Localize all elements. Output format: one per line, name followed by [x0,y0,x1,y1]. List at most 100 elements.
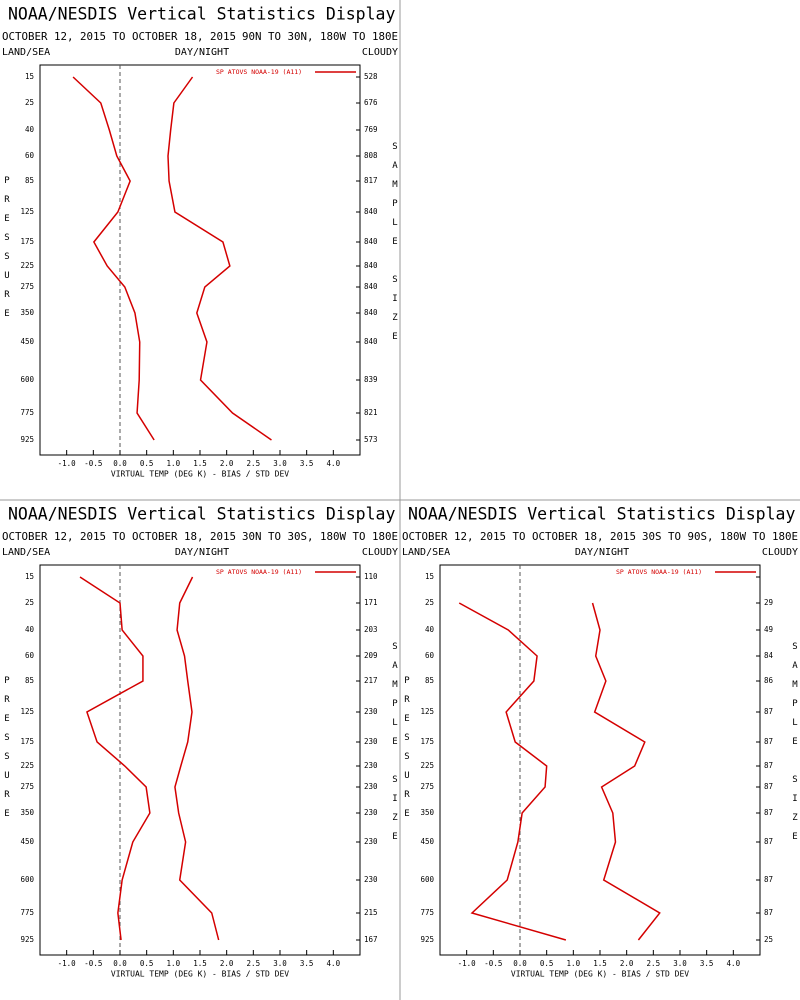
cloudy-label: CLOUDY [362,47,398,58]
x-axis-title: VIRTUAL TEMP (DEG K) - BIAS / STD DEV [111,970,289,979]
sample-size-label: 840 [364,308,378,317]
y-tick-label: 15 [25,72,34,81]
y-tick-label: 85 [25,676,34,685]
x-tick-label: 1.5 [193,459,207,468]
x-axis-title: VIRTUAL TEMP (DEG K) - BIAS / STD DEV [111,470,289,479]
panel: NOAA/NESDIS Vertical Statistics Display O… [2,505,398,979]
x-tick-label: 3.5 [300,959,314,968]
sample-size-label: 87 [764,908,773,917]
sample-size-label: 573 [364,435,378,444]
y-tick-label: 40 [425,625,435,634]
sample-size-label: 87 [764,837,773,846]
land-sea-label: LAND/SEA [2,47,50,58]
y-axis-title: PRESSURE [2,176,12,328]
y-tick-label: 275 [420,782,434,791]
y-tick-label: 60 [25,651,35,660]
y-tick-label: 450 [20,837,34,846]
y-tick-label: 60 [425,651,435,660]
std-dev-line [591,602,661,941]
y-tick-label: 85 [425,676,434,685]
land-sea-label: LAND/SEA [402,547,450,558]
y-axis-title: PRESSURE [402,676,412,828]
bias-line [72,76,155,441]
x-tick-label: 3.0 [273,959,287,968]
sample-size-label: 87 [764,761,773,770]
panel: NOAA/NESDIS Vertical Statistics Display O… [402,505,798,979]
sample-size-label: 29 [764,598,773,607]
x-tick-label: 0.0 [113,959,127,968]
x-tick-label: -0.5 [84,459,102,468]
y-tick-label: 60 [25,151,35,160]
sample-size-label: 839 [364,375,378,384]
y-tick-label: 15 [25,572,34,581]
sample-size-label: 171 [364,598,378,607]
y-tick-label: 40 [25,125,35,134]
legend-label: SP ATOVS NOAA-19 (A11) [616,568,702,576]
x-tick-label: -0.5 [84,959,102,968]
sample-size-label: 87 [764,737,773,746]
day-night-label: DAY/NIGHT [175,547,229,558]
sample-size-label: 230 [364,761,378,770]
y-tick-label: 775 [420,908,434,917]
chart-title: NOAA/NESDIS Vertical Statistics Display [8,5,395,24]
sample-size-label: 230 [364,808,378,817]
y2-axis-title: SAMPLE SIZE [390,142,400,351]
x-tick-label: 2.0 [220,459,234,468]
sample-size-label: 84 [764,651,774,660]
x-tick-label: -1.0 [58,959,77,968]
x-tick-label: -1.0 [458,959,477,968]
y-tick-label: 85 [25,176,34,185]
x-tick-label: 3.5 [300,459,314,468]
sample-size-label: 676 [364,98,378,107]
x-tick-label: 2.5 [647,959,661,968]
plot-frame [39,64,361,456]
day-night-label: DAY/NIGHT [175,47,229,58]
y-tick-label: 600 [420,875,434,884]
x-tick-label: 2.0 [220,959,234,968]
sample-size-label: 230 [364,875,378,884]
sample-size-label: 110 [364,572,378,581]
std-dev-line [167,76,272,441]
y2-axis-title: SAMPLE SIZE [390,642,400,851]
y-tick-label: 925 [420,935,434,944]
y-tick-label: 350 [420,808,434,817]
sample-size-label: 230 [364,707,378,716]
y-tick-label: 25 [25,598,34,607]
sample-size-label: 49 [764,625,773,634]
y-tick-label: 125 [420,707,434,716]
y-tick-label: 350 [20,808,34,817]
sample-size-label: 769 [364,125,378,134]
x-tick-label: 4.0 [327,959,341,968]
cloudy-label: CLOUDY [762,547,798,558]
sample-size-label: 167 [364,935,378,944]
subtitle: OCTOBER 12, 2015 TO OCTOBER 18, 2015 [2,530,236,543]
y-tick-label: 450 [20,337,34,346]
y-tick-label: 25 [425,598,434,607]
y-tick-label: 125 [20,707,34,716]
x-tick-label: 1.0 [167,959,181,968]
y-tick-label: 175 [20,737,34,746]
sample-size-label: 840 [364,261,378,270]
sample-size-label: 87 [764,707,773,716]
panel: NOAA/NESDIS Vertical Statistics Display O… [2,5,398,479]
y-tick-label: 125 [20,207,34,216]
sample-size-label: 840 [364,207,378,216]
y-tick-label: 600 [20,375,34,384]
y-tick-label: 25 [25,98,34,107]
sample-size-label: 817 [364,176,378,185]
x-tick-label: -0.5 [484,959,502,968]
sample-size-label: 215 [364,908,378,917]
sample-size-label: 217 [364,676,378,685]
sample-size-label: 87 [764,808,773,817]
sample-size-label: 528 [364,72,378,81]
sample-size-label: 87 [764,782,773,791]
std-dev-line [174,576,220,941]
subtitle: OCTOBER 12, 2015 TO OCTOBER 18, 2015 [2,30,236,43]
y-tick-label: 175 [20,237,34,246]
x-tick-label: 2.5 [247,459,261,468]
y-tick-label: 450 [420,837,434,846]
y-tick-label: 275 [20,782,34,791]
y-axis-title: PRESSURE [2,676,12,828]
sample-size-label: 25 [764,935,773,944]
